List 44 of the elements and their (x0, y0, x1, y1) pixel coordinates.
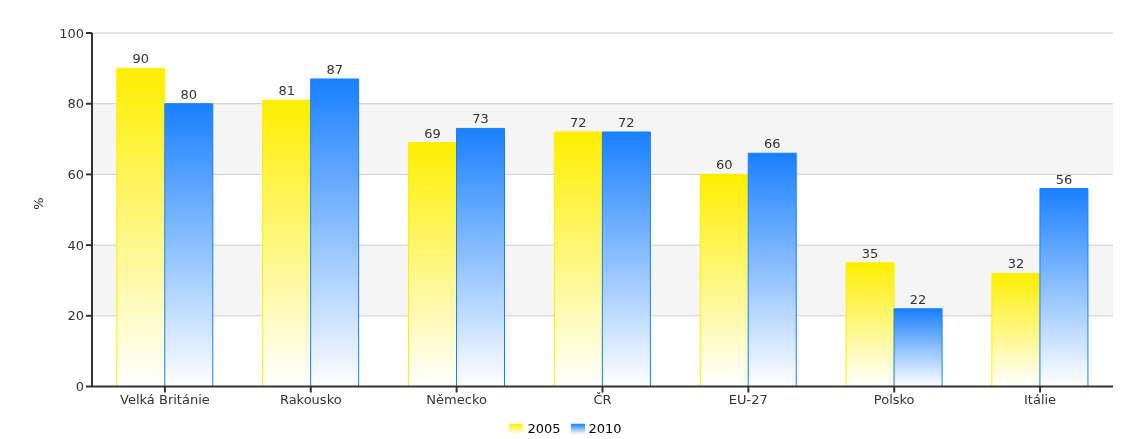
y-axis-title: % (30, 197, 46, 210)
x-tick-label: Velká Británie (120, 391, 210, 407)
bar (310, 78, 360, 387)
bar (116, 67, 166, 387)
data-label: 80 (180, 86, 198, 102)
x-tick-label: Rakousko (279, 391, 342, 407)
data-label: 22 (909, 291, 927, 307)
bar (601, 131, 651, 387)
legend-label: 2005 (527, 420, 561, 436)
x-tick-label: EU-27 (728, 391, 768, 407)
data-label: 32 (1007, 256, 1025, 272)
data-label: 87 (326, 61, 343, 77)
legend-label: 2010 (588, 420, 622, 436)
bar (456, 127, 506, 387)
data-label: 56 (1055, 171, 1073, 187)
bar (893, 308, 943, 387)
x-tick-label: Polsko (873, 391, 915, 407)
x-tick-label: ČR (593, 391, 612, 407)
data-label: 69 (424, 125, 441, 141)
bar (991, 272, 1041, 387)
data-label: 72 (570, 114, 587, 130)
data-label: 81 (278, 83, 295, 99)
data-label: 35 (861, 245, 879, 261)
bar (408, 142, 458, 387)
y-tick-label: 0 (75, 379, 84, 395)
x-tick-label: Itálie (1024, 391, 1057, 407)
bar (164, 103, 214, 387)
data-label: 60 (715, 157, 733, 173)
y-tick-label: 40 (67, 237, 84, 253)
bar (699, 173, 749, 387)
bar (845, 262, 895, 387)
data-label: 90 (132, 51, 150, 67)
data-label: 73 (472, 111, 489, 127)
bar (747, 152, 797, 387)
y-tick-label: 60 (67, 167, 84, 183)
y-tick-label: 100 (59, 25, 84, 41)
data-label: 66 (763, 136, 781, 152)
data-label: 72 (618, 114, 635, 130)
bar (262, 99, 312, 387)
y-tick-label: 20 (67, 308, 84, 324)
x-tick-label: Německo (426, 391, 487, 407)
bar (553, 131, 603, 387)
bar (1039, 188, 1089, 387)
y-tick-label: 80 (67, 96, 84, 112)
